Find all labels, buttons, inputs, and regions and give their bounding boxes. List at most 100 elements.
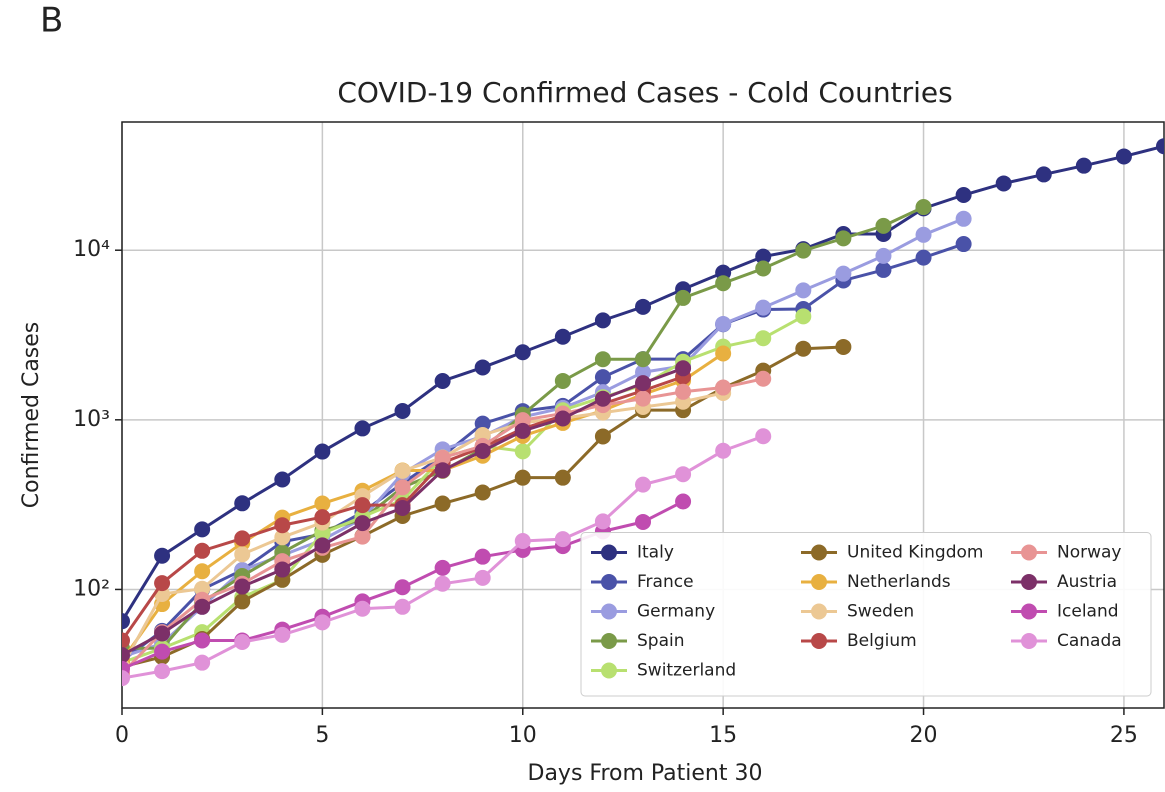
legend-marker xyxy=(1021,633,1037,649)
legend-label: Italy xyxy=(637,543,674,563)
data-point xyxy=(154,663,171,680)
data-point xyxy=(755,260,772,277)
legend-label: Iceland xyxy=(1057,602,1119,622)
data-point xyxy=(715,379,732,396)
legend-label: Canada xyxy=(1057,631,1122,651)
legend-marker xyxy=(1021,603,1037,620)
data-point xyxy=(234,633,251,650)
data-point xyxy=(835,230,852,247)
data-point xyxy=(715,275,732,292)
legend-label: France xyxy=(637,572,694,592)
x-tick-label: 15 xyxy=(709,723,737,748)
data-point xyxy=(154,547,171,564)
data-point xyxy=(675,466,692,483)
data-point xyxy=(594,369,611,386)
y-tick-label: 10³ xyxy=(73,407,110,432)
data-point xyxy=(314,495,331,512)
data-point xyxy=(314,509,331,526)
data-point xyxy=(875,247,892,264)
data-point xyxy=(274,561,291,578)
legend-marker xyxy=(1021,574,1037,590)
plot-frame xyxy=(121,121,1165,709)
x-axis-label: Days From Patient 30 xyxy=(528,761,763,786)
legend-marker xyxy=(601,662,617,679)
data-point xyxy=(675,360,692,377)
data-point xyxy=(554,328,571,345)
data-point xyxy=(514,469,531,486)
data-point xyxy=(955,236,972,253)
legend-label: Sweden xyxy=(847,602,914,622)
data-point xyxy=(122,647,130,664)
data-point xyxy=(915,249,932,266)
chart-title: COVID-19 Confirmed Cases - Cold Countrie… xyxy=(337,76,952,109)
data-point xyxy=(795,282,812,299)
data-point xyxy=(514,443,531,460)
data-point xyxy=(955,187,972,204)
data-point xyxy=(274,529,291,546)
data-point xyxy=(234,593,251,610)
data-point xyxy=(514,422,531,439)
data-point xyxy=(554,531,571,548)
data-point xyxy=(434,575,451,592)
series-line xyxy=(122,391,724,668)
data-point xyxy=(594,428,611,445)
data-point xyxy=(194,542,211,559)
x-tick-label: 20 xyxy=(910,723,938,748)
legend-label: Belgium xyxy=(847,631,917,651)
data-point xyxy=(474,359,491,376)
legend-label: Germany xyxy=(637,602,715,622)
legend-marker xyxy=(601,544,617,561)
data-point xyxy=(715,345,732,362)
data-point xyxy=(554,372,571,389)
data-point xyxy=(715,442,732,459)
data-point xyxy=(594,390,611,407)
data-point xyxy=(755,370,772,387)
y-tick-label: 10⁴ xyxy=(73,237,110,262)
data-point xyxy=(675,289,692,306)
x-tick-label: 25 xyxy=(1110,723,1138,748)
data-point xyxy=(154,643,171,660)
series-line xyxy=(122,242,965,662)
data-point xyxy=(354,528,371,545)
data-point xyxy=(394,500,411,517)
legend-marker xyxy=(811,544,827,561)
data-point xyxy=(154,575,171,592)
legend-label: Netherlands xyxy=(847,572,951,592)
y-tick-label: 10² xyxy=(73,576,110,601)
data-point xyxy=(234,495,251,512)
data-point xyxy=(755,248,772,265)
legend-box xyxy=(580,532,1152,697)
data-point xyxy=(394,479,411,496)
data-point xyxy=(835,338,852,355)
data-point xyxy=(635,476,651,493)
data-point xyxy=(955,210,972,227)
data-point xyxy=(314,537,331,554)
data-point xyxy=(1035,166,1052,183)
data-point xyxy=(554,469,571,486)
data-point xyxy=(755,330,772,347)
data-point xyxy=(394,579,411,596)
data-point xyxy=(795,308,812,325)
data-point xyxy=(875,261,892,278)
data-point xyxy=(755,299,772,316)
legend-label: Norway xyxy=(1057,543,1122,563)
data-point xyxy=(755,428,772,445)
data-point xyxy=(194,580,211,597)
data-point xyxy=(122,613,130,630)
data-point xyxy=(795,242,812,259)
legend-marker xyxy=(601,603,617,620)
data-point xyxy=(635,298,651,315)
data-point xyxy=(514,344,531,361)
data-point xyxy=(1075,157,1092,174)
data-point xyxy=(675,383,692,400)
data-point xyxy=(194,563,211,580)
data-point xyxy=(835,265,852,282)
data-point xyxy=(875,217,892,234)
data-point xyxy=(715,315,732,332)
data-point xyxy=(635,351,651,368)
data-point xyxy=(274,626,291,643)
data-point xyxy=(194,598,211,615)
data-point xyxy=(594,513,611,530)
x-tick-label: 0 xyxy=(115,723,129,748)
